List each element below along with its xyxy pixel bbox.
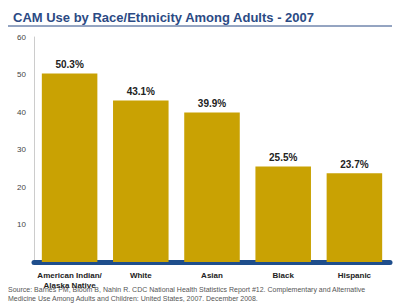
svg-text:American Indian/: American Indian/	[37, 271, 102, 280]
svg-text:White: White	[130, 271, 152, 280]
svg-text:40: 40	[17, 108, 26, 117]
svg-text:23.7%: 23.7%	[340, 159, 368, 170]
svg-text:50: 50	[17, 70, 26, 79]
svg-text:Medicine Use Among Adults and: Medicine Use Among Adults and Children: …	[8, 295, 258, 303]
svg-text:Source: Barnes PM, Bloom B, Na: Source: Barnes PM, Bloom B, Nahin R. CDC…	[8, 286, 368, 293]
svg-text:CAM Use by Race/Ethnicity Amon: CAM Use by Race/Ethnicity Among Adults -…	[13, 10, 314, 25]
svg-text:20: 20	[17, 183, 26, 192]
svg-text:30: 30	[17, 145, 26, 154]
svg-text:Hispanic: Hispanic	[338, 271, 372, 280]
svg-text:10: 10	[17, 220, 26, 229]
svg-text:Alaska Native: Alaska Native	[44, 281, 97, 290]
svg-text:60: 60	[17, 33, 26, 42]
svg-text:43.1%: 43.1%	[127, 86, 155, 97]
svg-text:Asian: Asian	[201, 271, 223, 280]
svg-text:50.3%: 50.3%	[55, 59, 83, 70]
svg-text:25.5%: 25.5%	[269, 152, 297, 163]
svg-text:Black: Black	[273, 271, 295, 280]
svg-text:39.9%: 39.9%	[198, 98, 226, 109]
